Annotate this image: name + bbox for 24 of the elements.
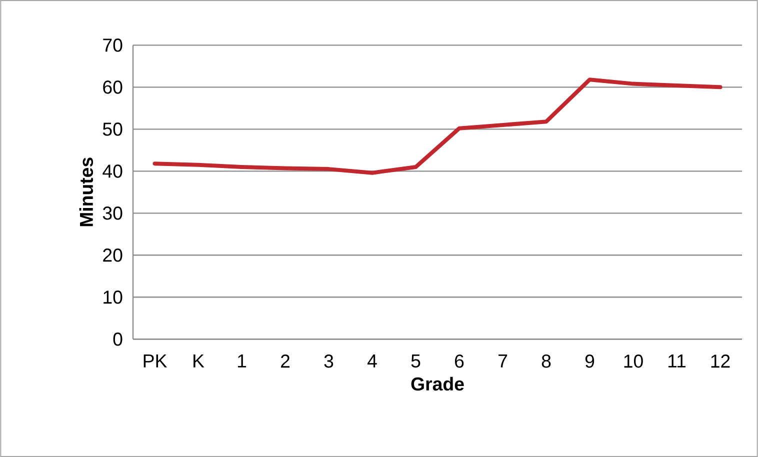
x-tick-label: 8 [542,354,551,368]
x-tick-label: 2 [281,354,290,368]
x-tick-label: 9 [585,354,594,368]
y-tick-label: 40 [102,164,122,178]
x-tick-label: 7 [498,354,508,368]
x-tick-label: 11 [668,354,686,368]
x-axis-title: Grade [411,376,464,391]
y-tick-label: 50 [102,122,122,136]
y-tick-label: 70 [103,38,122,52]
y-tick-label: 30 [102,206,122,220]
x-tick-label: K [194,354,204,368]
x-tick-label: PK [144,354,168,368]
y-tick-label: 20 [103,248,122,262]
y-tick-label: 0 [113,332,122,346]
y-tick-label: 60 [103,80,122,94]
x-tick-label: 10 [624,354,643,368]
y-axis-title: Minutes [79,158,94,226]
x-tick-label: 4 [367,354,377,368]
x-tick-label: 12 [711,354,730,368]
x-tick-label: 6 [455,354,464,368]
x-tick-label: 3 [324,354,334,368]
y-tick-label: 10 [104,290,122,304]
x-tick-label: 5 [411,354,420,368]
x-tick-label: 1 [238,354,246,368]
